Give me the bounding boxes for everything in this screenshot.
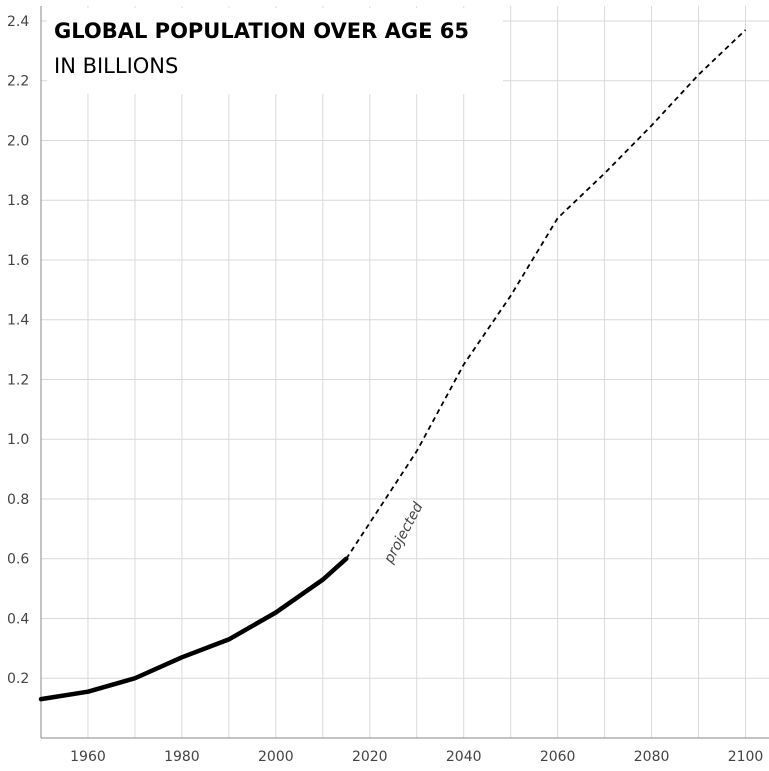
y-tick-label: 0.8 [7,492,29,508]
grid-layer [41,6,769,738]
chart-subtitle: IN BILLIONS [54,54,178,78]
x-tick-label: 1980 [164,749,200,765]
y-tick-label: 2.2 [7,74,29,90]
x-tick-label: 2040 [446,749,482,765]
title-background [47,8,503,94]
tick-layer: 1960 1980 2000 2020 2040 2060 2080 2100 0.2 0.4 0.… [7,14,763,765]
y-tick-label: 0.4 [7,611,29,627]
y-tick-label: 1.2 [7,372,29,388]
projected-series-line [345,29,747,560]
y-tick-label: 1.0 [7,432,29,448]
x-tick-label: 2000 [258,749,294,765]
chart-title: GLOBAL POPULATION OVER AGE 65 [54,19,469,43]
y-tick-label: 2.4 [7,14,29,30]
series-layer [38,29,747,702]
projected-annotation: projected [381,500,427,567]
y-tick-label: 1.4 [7,313,29,329]
x-tick-label: 2060 [540,749,576,765]
y-tick-label: 0.2 [7,671,29,687]
historical-series-line [38,556,349,702]
y-tick-label: 1.8 [7,193,29,209]
y-tick-label: 2.0 [7,133,29,149]
x-tick-label: 2100 [728,749,764,765]
x-tick-label: 1960 [70,749,106,765]
y-tick-label: 1.6 [7,253,29,269]
y-tick-label: 0.6 [7,552,29,568]
x-tick-label: 2080 [634,749,670,765]
x-tick-label: 2020 [352,749,388,765]
